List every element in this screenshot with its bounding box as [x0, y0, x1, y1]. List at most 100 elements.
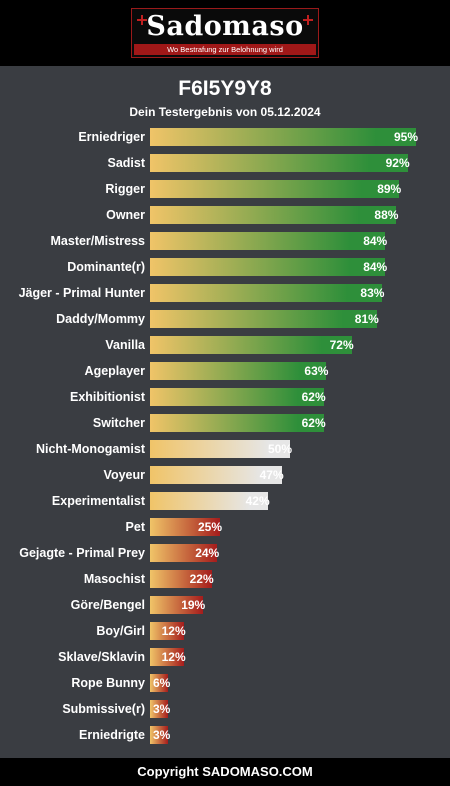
- bar: [150, 492, 268, 510]
- bar: [150, 518, 220, 536]
- cross-icon: [303, 15, 313, 25]
- bar-label: Nicht-Monogamist: [35, 442, 145, 456]
- bar: [150, 648, 184, 666]
- result-subtitle: Dein Testergebnis von 05.12.2024: [129, 105, 321, 119]
- bar-value-label: 50%: [268, 442, 293, 456]
- bar: [150, 622, 184, 640]
- bar-value-label: 19%: [181, 598, 206, 612]
- bar-label: Rope Bunny: [71, 676, 145, 690]
- bar-value-label: 3%: [153, 728, 171, 742]
- bar-row: Rope Bunny 6%: [0, 670, 450, 696]
- bar-value-label: 42%: [245, 494, 270, 508]
- bar: [150, 570, 212, 588]
- bar-value-label: 83%: [360, 286, 385, 300]
- bar-label: Rigger: [105, 182, 145, 196]
- bar-value-label: 81%: [354, 312, 379, 326]
- bar-row: Submissive(r) 3%: [0, 696, 450, 722]
- bar-row: Switcher 62%: [0, 410, 450, 436]
- logo-text: Sadomaso: [146, 11, 304, 42]
- bar-label: Sklave/Sklavin: [58, 650, 145, 664]
- bar: [150, 336, 352, 354]
- bar-label: Göre/Bengel: [70, 598, 145, 612]
- bar-row: Erniedriger 95%: [0, 124, 450, 150]
- logo-tagline: Wo Bestrafung zur Belohnung wird: [134, 44, 316, 55]
- bar-label: Sadist: [107, 156, 145, 170]
- bar-row: Erniedrigte 3%: [0, 722, 450, 748]
- bar-value-label: 92%: [385, 156, 410, 170]
- bar-value-label: 62%: [301, 416, 326, 430]
- bar-row: Nicht-Monogamist 50%: [0, 436, 450, 462]
- bar-value-label: 24%: [195, 546, 220, 560]
- bar-label: Daddy/Mommy: [56, 312, 145, 326]
- bar-label: Exhibitionist: [70, 390, 145, 404]
- bar: [150, 206, 397, 224]
- bar: [150, 700, 168, 718]
- bar-value-label: 89%: [377, 182, 402, 196]
- bar: [150, 466, 282, 484]
- bar-row: Gejagte - Primal Prey 24%: [0, 540, 450, 566]
- bar-label: Gejagte - Primal Prey: [19, 546, 145, 560]
- bar: [150, 726, 168, 744]
- bar-row: Daddy/Mommy 81%: [0, 306, 450, 332]
- cross-icon: [137, 15, 147, 25]
- bar-label: Owner: [106, 208, 145, 222]
- bar-value-label: 22%: [189, 572, 214, 586]
- bar-label: Experimentalist: [51, 494, 145, 508]
- bar: [150, 388, 324, 406]
- bar-row: Sadist 92%: [0, 150, 450, 176]
- bar-value-label: 12%: [161, 624, 186, 638]
- bar-row: Jäger - Primal Hunter 83%: [0, 280, 450, 306]
- bar-label: Erniedriger: [78, 130, 145, 144]
- footer: Copyright SADOMASO.COM: [0, 758, 450, 786]
- bar: [150, 544, 218, 562]
- bar-value-label: 84%: [363, 260, 388, 274]
- bar-label: Vanilla: [105, 338, 145, 352]
- header: Sadomaso Wo Bestrafung zur Belohnung wir…: [0, 0, 450, 66]
- bar-row: Experimentalist 42%: [0, 488, 450, 514]
- bar: [150, 362, 327, 380]
- bar-value-label: 25%: [198, 520, 223, 534]
- bar-row: Dominante(r) 84%: [0, 254, 450, 280]
- bar-label: Dominante(r): [67, 260, 145, 274]
- bar-value-label: 12%: [161, 650, 186, 664]
- bar: [150, 128, 416, 146]
- bar-row: Exhibitionist 62%: [0, 384, 450, 410]
- bar: [150, 232, 386, 250]
- bar: [150, 284, 383, 302]
- bar-row: Boy/Girl 12%: [0, 618, 450, 644]
- bar-row: Owner 88%: [0, 202, 450, 228]
- bar-value-label: 3%: [153, 702, 171, 716]
- bar: [150, 674, 168, 692]
- bar-label: Masochist: [83, 572, 145, 586]
- copyright-text: Copyright SADOMASO.COM: [137, 764, 313, 779]
- bar: [150, 180, 400, 198]
- bar-value-label: 72%: [329, 338, 354, 352]
- bar: [150, 154, 408, 172]
- bar-value-label: 95%: [394, 130, 419, 144]
- bar-value-label: 6%: [153, 676, 171, 690]
- bar-label: Jäger - Primal Hunter: [18, 286, 145, 300]
- bar-row: Vanilla 72%: [0, 332, 450, 358]
- bar-row: Sklave/Sklavin 12%: [0, 644, 450, 670]
- bar-row: Ageplayer 63%: [0, 358, 450, 384]
- result-bar-chart: Erniedriger 95% Sadist 92% Rigger 89% Owner 88%…: [0, 124, 450, 750]
- bar-label: Erniedrigte: [79, 728, 145, 742]
- bar: [150, 310, 377, 328]
- bar-label: Master/Mistress: [50, 234, 146, 248]
- bar-row: Voyeur 47%: [0, 462, 450, 488]
- bar-value-label: 88%: [374, 208, 399, 222]
- bar-row: Göre/Bengel 19%: [0, 592, 450, 618]
- bar: [150, 414, 324, 432]
- bar: [150, 596, 204, 614]
- bar-label: Boy/Girl: [96, 624, 145, 638]
- bar: [150, 440, 290, 458]
- bar-label: Switcher: [92, 416, 145, 430]
- bar-label: Pet: [125, 520, 145, 534]
- bar-row: Masochist 22%: [0, 566, 450, 592]
- bar-label: Submissive(r): [62, 702, 145, 716]
- bar-label: Ageplayer: [84, 364, 145, 378]
- result-title: F6I5Y9Y8: [178, 77, 272, 100]
- bar-value-label: 62%: [301, 390, 326, 404]
- bar-row: Rigger 89%: [0, 176, 450, 202]
- site-logo[interactable]: Sadomaso Wo Bestrafung zur Belohnung wir…: [131, 8, 319, 58]
